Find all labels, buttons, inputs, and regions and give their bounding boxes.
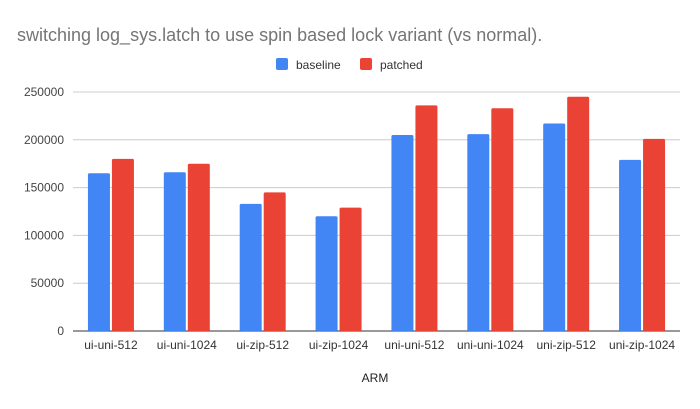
bar-patched — [111, 158, 134, 331]
bar-baseline — [315, 216, 338, 331]
bar-baseline — [619, 159, 642, 331]
bar-patched — [263, 192, 286, 331]
y-tick-label: 250000 — [24, 85, 64, 99]
y-tick-label: 0 — [57, 324, 64, 338]
bar-patched — [187, 163, 210, 331]
x-tick-label: ui-zip-1024 — [309, 338, 369, 352]
y-tick-label: 100000 — [24, 228, 64, 242]
x-tick-label: uni-zip-512 — [537, 338, 597, 352]
bar-baseline — [239, 203, 262, 331]
bar-patched — [339, 207, 362, 331]
y-tick-label: 200000 — [24, 133, 64, 147]
x-tick-label: uni-uni-1024 — [457, 338, 524, 352]
legend-swatch-patched — [360, 58, 372, 70]
legend-label-patched: patched — [380, 58, 423, 72]
y-tick-label: 50000 — [31, 276, 65, 290]
bar-patched — [491, 108, 514, 331]
x-axis-label: ARM — [362, 371, 389, 385]
bar-baseline — [163, 172, 186, 331]
bar-baseline — [87, 173, 110, 331]
x-tick-label: uni-zip-1024 — [609, 338, 675, 352]
bar-baseline — [391, 135, 414, 331]
x-tick-label: ui-uni-512 — [84, 338, 138, 352]
bar-patched — [415, 105, 438, 331]
legend-swatch-baseline — [276, 58, 288, 70]
x-tick-label: uni-uni-512 — [384, 338, 444, 352]
bar-patched — [643, 138, 666, 331]
x-tick-label: ui-zip-512 — [236, 338, 289, 352]
y-tick-label: 150000 — [24, 181, 64, 195]
bar-baseline — [467, 134, 490, 331]
bar-patched — [567, 96, 590, 331]
chart-title: switching log_sys.latch to use spin base… — [17, 25, 542, 46]
x-tick-label: ui-uni-1024 — [157, 338, 217, 352]
bar-baseline — [543, 123, 566, 331]
legend-label-baseline: baseline — [296, 58, 341, 72]
